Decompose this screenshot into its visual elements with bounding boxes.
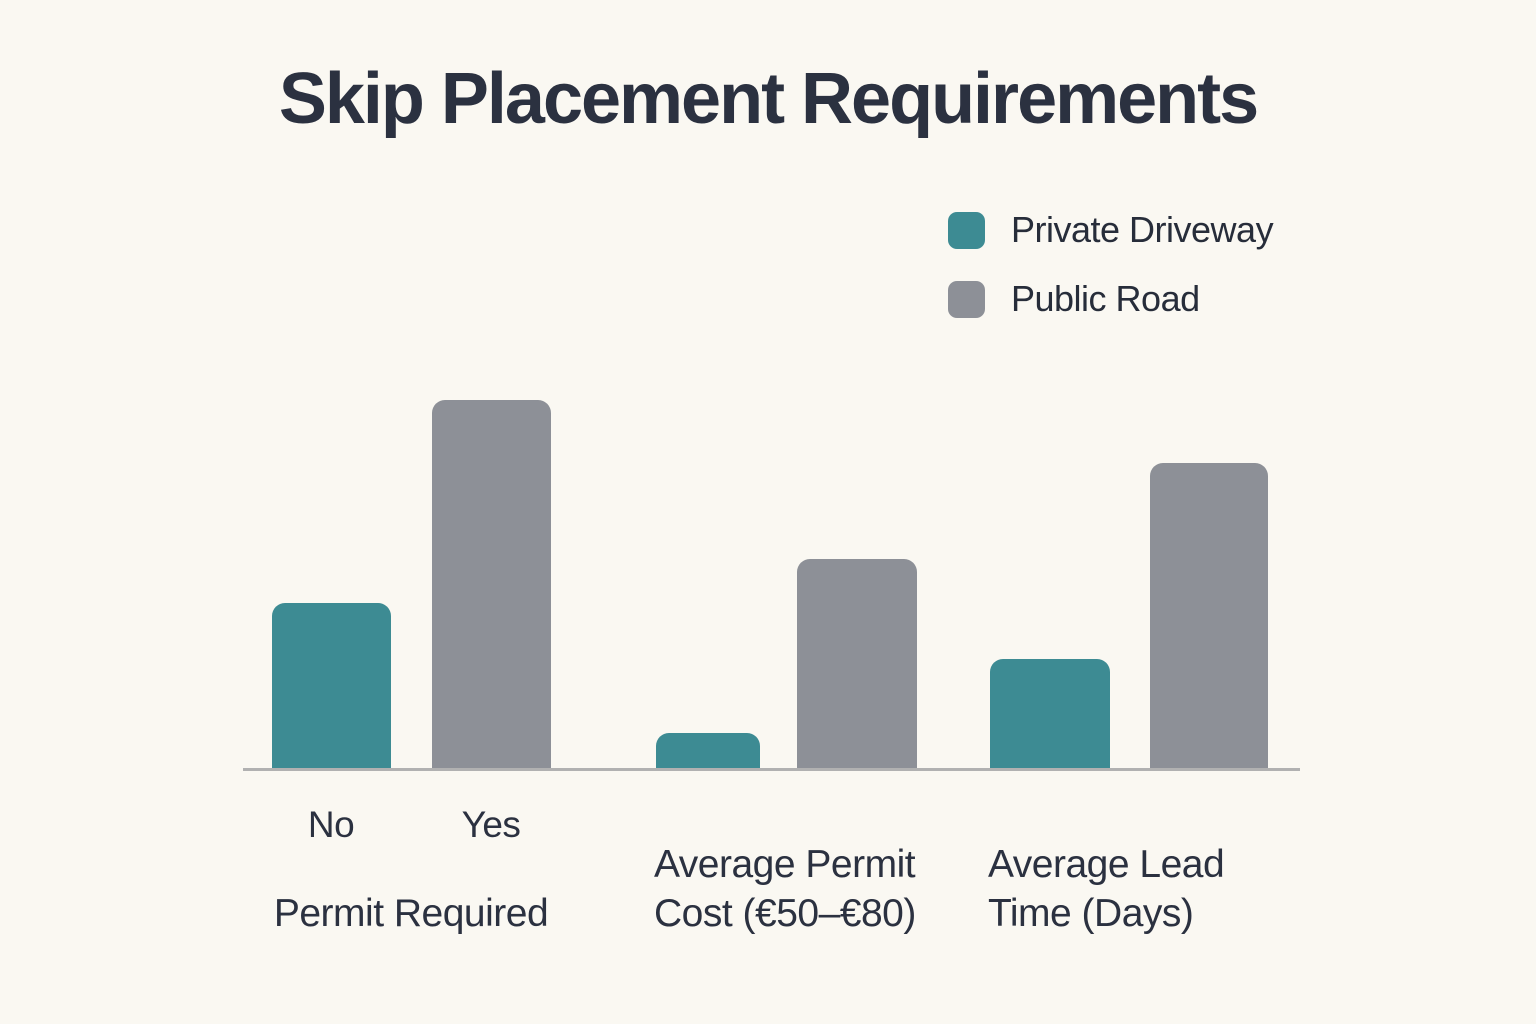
legend-item-private-driveway: Private Driveway: [948, 209, 1274, 251]
private-driveway-bar-average-permit-cost-50-80: [656, 733, 760, 770]
public-road-bar-average-permit-cost-50-80: [797, 559, 917, 770]
x-tick-sublabel-yes: Yes: [461, 804, 521, 845]
legend-item-public-road: Public Road: [948, 278, 1273, 320]
x-axis-group-label-average-lead-time-days-line1: Average Lead: [988, 843, 1225, 886]
legend-label-private-driveway: Private Driveway: [1011, 209, 1274, 250]
x-axis-group-label-average-lead-time-days-line2: Time (Days): [988, 892, 1194, 935]
x-axis-group-label-average-permit-cost-50-80-line1: Average Permit: [654, 843, 916, 886]
public-road-swatch-icon: [948, 280, 985, 318]
x-axis-group-label-average-permit-cost-50-80-line2: Cost (€50–€80): [654, 892, 916, 935]
private-driveway-bar-average-lead-time-days: [990, 659, 1110, 770]
legend-label-public-road: Public Road: [1011, 278, 1200, 319]
x-axis-group-label-permit-required-line1: Permit Required: [273, 892, 549, 935]
private-driveway-bar-permit-required: [272, 603, 391, 770]
chart-title: Skip Placement Requirements: [278, 59, 1259, 139]
x-tick-sublabel-no: No: [307, 804, 355, 845]
private-driveway-swatch-icon: [948, 211, 985, 249]
public-road-bar-average-lead-time-days: [1150, 463, 1268, 770]
legend: Private Driveway Public Road: [948, 209, 1274, 320]
x-axis-line: [243, 768, 1300, 771]
public-road-bar-permit-required: [432, 400, 551, 770]
